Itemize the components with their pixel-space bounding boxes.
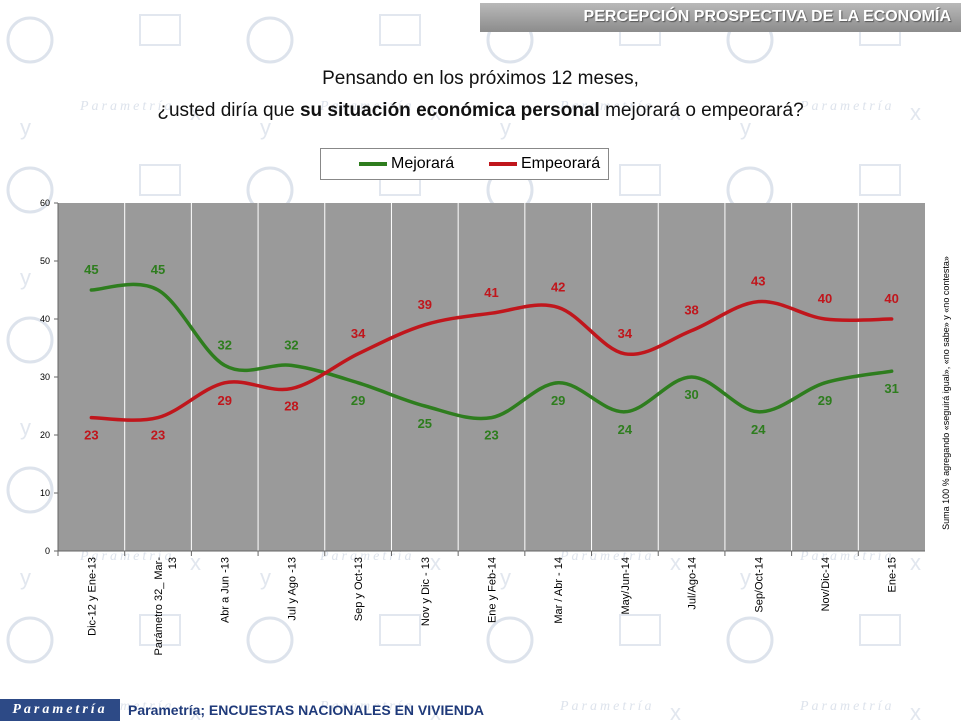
chart-legend: Mejorará Empeorará bbox=[320, 148, 609, 180]
x-tick-label: Jul/Ago-14 bbox=[687, 557, 699, 610]
legend-item-empeorara: Empeorará bbox=[489, 155, 600, 173]
question-prefix: ¿usted diría que bbox=[157, 100, 300, 121]
data-label-mejorara: 24 bbox=[618, 422, 633, 437]
data-label-empeorara: 28 bbox=[284, 399, 298, 414]
footer-logo: Parametría bbox=[0, 699, 120, 721]
x-tick-group: Ene y Feb-14 bbox=[487, 557, 499, 623]
x-tick-label: Ene y Feb-14 bbox=[487, 557, 499, 623]
data-label-mejorara: 29 bbox=[351, 393, 365, 408]
series-line-empeorara bbox=[89, 299, 894, 422]
x-tick-group: Ene-15 bbox=[887, 557, 899, 592]
data-label-mejorara: 24 bbox=[751, 422, 766, 437]
question-line-1: Pensando en los próximos 12 meses, bbox=[322, 68, 639, 89]
x-tick-label: Dic-12 y Ene-13 bbox=[86, 557, 98, 636]
y-tick-label: 30 bbox=[40, 372, 50, 382]
x-tick-label: Mar / Abr - 14 bbox=[553, 557, 565, 624]
legend-label-empeorara: Empeorará bbox=[521, 155, 601, 172]
side-note: Suma 100 % agregando «seguirá igual», «n… bbox=[938, 243, 954, 543]
y-tick-label: 20 bbox=[40, 430, 50, 440]
data-label-empeorara: 41 bbox=[484, 285, 498, 300]
data-label-empeorara: 42 bbox=[551, 279, 565, 294]
question-bold: su situación económica personal bbox=[299, 100, 600, 121]
x-tick-group: Nov/Dic-14 bbox=[820, 557, 832, 611]
x-tick-group: Sep y Oct-13 bbox=[353, 557, 365, 621]
data-label-mejorara: 23 bbox=[484, 428, 498, 443]
question-line-2: ¿usted diría que su situación económica … bbox=[0, 100, 961, 122]
data-label-empeorara: 40 bbox=[884, 291, 898, 306]
x-tick-label: 13 bbox=[167, 557, 179, 569]
y-tick-label: 50 bbox=[40, 256, 50, 266]
x-tick-label: Parámetro 32_ Mar- bbox=[153, 557, 165, 656]
y-tick-label: 10 bbox=[40, 488, 50, 498]
legend-swatch-empeorara bbox=[489, 161, 517, 166]
footer-source: Parametría; ENCUESTAS NACIONALES EN VIVI… bbox=[128, 702, 485, 718]
x-tick-group: Dic-12 y Ene-13 bbox=[86, 557, 98, 636]
data-label-empeorara: 29 bbox=[217, 393, 231, 408]
data-label-mejorara: 29 bbox=[818, 393, 832, 408]
x-tick-label: Sep y Oct-13 bbox=[353, 557, 365, 621]
data-label-empeorara: 38 bbox=[684, 303, 698, 318]
x-tick-group: Abr a Jun -13 bbox=[220, 557, 232, 623]
x-tick-group: Sep/Oct-14 bbox=[753, 557, 765, 613]
page-title: PERCEPCIÓN PROSPECTIVA DE LA ECONOMÍA bbox=[583, 8, 951, 25]
x-tick-group: Nov y Dic - 13 bbox=[420, 557, 432, 626]
x-tick-label: Ene-15 bbox=[887, 557, 899, 592]
data-label-empeorara: 39 bbox=[418, 297, 432, 312]
side-note-text: Suma 100 % agregando «seguirá igual», «n… bbox=[941, 256, 951, 530]
header-bar: PERCEPCIÓN PROSPECTIVA DE LA ECONOMÍA bbox=[480, 3, 961, 32]
y-tick-label: 60 bbox=[40, 198, 50, 208]
question-suffix: mejorará o empeorará? bbox=[599, 100, 804, 121]
data-label-empeorara: 34 bbox=[351, 326, 366, 341]
series-line-mejorara bbox=[89, 282, 894, 421]
data-label-mejorara: 29 bbox=[551, 393, 565, 408]
data-label-mejorara: 31 bbox=[884, 381, 898, 396]
legend-swatch-mejorara bbox=[359, 161, 387, 166]
data-label-empeorara: 23 bbox=[84, 428, 98, 443]
data-label-mejorara: 45 bbox=[84, 262, 98, 277]
x-tick-label: Jul y Ago -13 bbox=[286, 557, 298, 621]
data-label-mejorara: 25 bbox=[418, 416, 432, 431]
x-tick-group: Mar / Abr - 14 bbox=[553, 557, 565, 624]
data-label-mejorara: 45 bbox=[151, 262, 165, 277]
data-label-mejorara: 30 bbox=[684, 387, 698, 402]
y-tick-label: 40 bbox=[40, 314, 50, 324]
x-tick-group: Jul/Ago-14 bbox=[687, 557, 699, 610]
data-label-empeorara: 23 bbox=[151, 428, 165, 443]
data-label-mejorara: 32 bbox=[284, 337, 298, 352]
data-label-mejorara: 32 bbox=[217, 337, 231, 352]
x-tick-group: Jul y Ago -13 bbox=[286, 557, 298, 621]
x-tick-label: Nov y Dic - 13 bbox=[420, 557, 432, 626]
x-tick-label: Abr a Jun -13 bbox=[220, 557, 232, 623]
y-tick-label: 0 bbox=[45, 546, 50, 556]
plot-area bbox=[58, 203, 925, 551]
x-tick-group: Parámetro 32_ Mar- 13 bbox=[153, 557, 179, 656]
data-label-empeorara: 43 bbox=[751, 274, 765, 289]
x-tick-label: Sep/Oct-14 bbox=[753, 557, 765, 613]
x-tick-label: May/Jun-14 bbox=[620, 557, 632, 614]
data-label-empeorara: 34 bbox=[618, 326, 633, 341]
data-label-empeorara: 40 bbox=[818, 291, 832, 306]
legend-label-mejorara: Mejorará bbox=[391, 155, 455, 172]
x-tick-label: Nov/Dic-14 bbox=[820, 557, 832, 611]
legend-item-mejorara: Mejorará bbox=[359, 155, 454, 173]
x-tick-group: May/Jun-14 bbox=[620, 557, 632, 614]
